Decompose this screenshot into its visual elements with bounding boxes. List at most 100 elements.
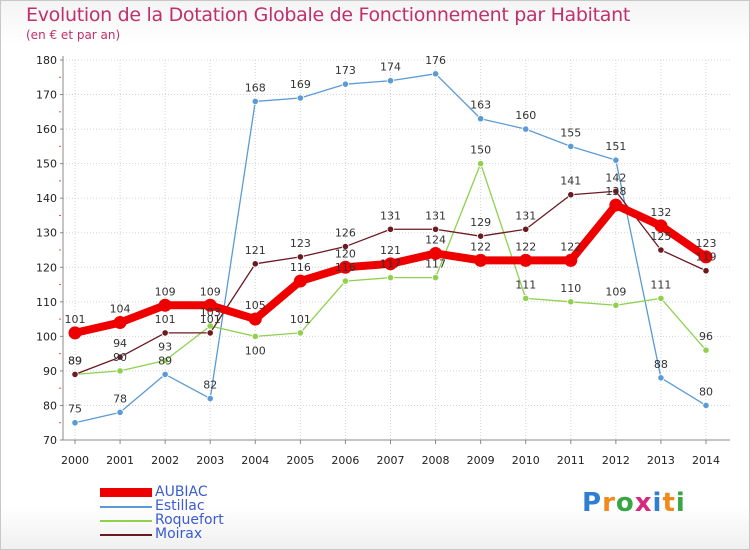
x-tick-label-2014: 2014 <box>692 454 720 467</box>
y-tick-label-180: 180 <box>36 54 57 67</box>
series-layer <box>68 70 713 427</box>
point-roquefort-2011 <box>567 298 575 306</box>
point-moirax-2002 <box>161 329 169 337</box>
y-tick-label-160: 160 <box>36 123 57 136</box>
data-label-moirax-2008: 131 <box>425 209 446 222</box>
x-tick-label-2008: 2008 <box>422 454 450 467</box>
data-label-moirax-2005: 123 <box>290 237 311 250</box>
data-label-moirax-2013: 125 <box>650 230 671 243</box>
x-tick-label-2000: 2000 <box>61 454 89 467</box>
y-tick-label-110: 110 <box>36 296 57 309</box>
data-label-estillac-2009: 163 <box>470 99 491 112</box>
point-estillac-2002 <box>161 370 169 378</box>
data-label-aubiac-2003: 109 <box>200 285 221 298</box>
point-roquefort-2003 <box>206 322 214 330</box>
data-label-moirax-2004: 121 <box>245 244 266 257</box>
x-tick-label-2009: 2009 <box>467 454 495 467</box>
data-label-moirax-2000: 89 <box>68 354 82 367</box>
x-tick-label-2004: 2004 <box>241 454 269 467</box>
data-labels-layer: 75 78 89 82 168 169 173 174 176 163 160 155 151 88 80 8… <box>65 54 717 416</box>
chart-title: Evolution de la Dotation Globale de Fonc… <box>26 4 631 26</box>
y-tick-label-170: 170 <box>36 89 57 102</box>
point-aubiac-2010 <box>519 253 533 267</box>
point-roquefort-2005 <box>296 329 304 337</box>
data-label-estillac-2008: 176 <box>425 54 446 67</box>
x-tick-label-2002: 2002 <box>151 454 179 467</box>
point-estillac-2008 <box>431 70 440 78</box>
point-roquefort-2013 <box>657 294 665 302</box>
point-aubiac-2009 <box>474 253 488 267</box>
data-label-estillac-2004: 168 <box>245 81 266 94</box>
point-estillac-2014 <box>702 401 710 410</box>
data-label-roquefort-2008: 117 <box>425 258 446 271</box>
data-label-roquefort-2013: 111 <box>650 278 671 291</box>
data-label-roquefort-2006: 116 <box>335 261 356 274</box>
data-label-roquefort-2002: 93 <box>158 341 172 354</box>
legend-label-moirax: Moirax <box>155 526 203 542</box>
data-label-estillac-2000: 75 <box>68 403 82 416</box>
data-label-estillac-2011: 155 <box>560 126 581 139</box>
legend-label-roquefort: Roquefort <box>155 512 224 528</box>
point-moirax-2003 <box>206 329 214 337</box>
data-label-estillac-2003: 82 <box>203 379 217 392</box>
point-moirax-2010 <box>522 225 530 233</box>
point-estillac-2009 <box>477 115 485 123</box>
point-roquefort-2012 <box>612 301 620 309</box>
proxiti-logo: Proxiti <box>582 488 686 518</box>
legend-swatch-moirax <box>100 534 152 536</box>
x-tick-label-2010: 2010 <box>512 454 540 467</box>
data-label-aubiac-2008: 124 <box>425 233 446 246</box>
data-label-estillac-2005: 169 <box>290 78 311 91</box>
y-tick-label-70: 70 <box>43 434 57 447</box>
point-aubiac-2012 <box>609 198 623 212</box>
data-label-estillac-2001: 78 <box>113 392 127 405</box>
point-estillac-2004 <box>251 97 259 106</box>
point-aubiac-2001 <box>113 316 127 330</box>
data-label-aubiac-2004: 105 <box>245 299 266 312</box>
data-label-moirax-2012: 142 <box>605 171 626 184</box>
legend-label-aubiac: AUBIAC <box>155 484 208 500</box>
point-moirax-2009 <box>477 232 485 240</box>
x-tick-label-2005: 2005 <box>286 454 314 467</box>
point-moirax-2004 <box>251 260 259 268</box>
point-estillac-2011 <box>567 142 575 150</box>
point-aubiac-2011 <box>564 253 578 267</box>
data-label-aubiac-2011: 122 <box>560 240 581 253</box>
data-label-roquefort-2012: 109 <box>605 285 626 298</box>
point-moirax-2001 <box>116 353 124 361</box>
y-tick-label-150: 150 <box>36 158 57 171</box>
x-tick-label-2012: 2012 <box>602 454 630 467</box>
point-aubiac-2006 <box>338 260 352 274</box>
data-label-aubiac-2001: 104 <box>110 303 131 316</box>
point-aubiac-2014 <box>699 250 713 264</box>
data-label-roquefort-2009: 150 <box>470 144 491 157</box>
legend-swatch-estillac <box>100 506 152 508</box>
point-aubiac-2004 <box>248 312 262 326</box>
point-aubiac-2002 <box>158 298 172 312</box>
point-estillac-2010 <box>522 125 530 133</box>
point-moirax-2005 <box>296 253 304 261</box>
point-roquefort-2008 <box>431 274 440 282</box>
data-label-roquefort-2000: 89 <box>68 354 82 367</box>
data-label-estillac-2013: 88 <box>654 358 668 371</box>
data-label-roquefort-2003: 103 <box>200 306 221 319</box>
legend-swatch-roquefort <box>100 520 152 522</box>
data-label-aubiac-2009: 122 <box>470 240 491 253</box>
point-estillac-2003 <box>206 394 214 403</box>
data-label-estillac-2002: 89 <box>158 354 172 367</box>
point-aubiac-2007 <box>384 257 397 271</box>
data-label-roquefort-2005: 101 <box>290 313 311 326</box>
point-roquefort-2007 <box>386 274 395 282</box>
point-moirax-2011 <box>567 191 575 199</box>
data-label-estillac-2007: 174 <box>380 61 401 74</box>
data-label-roquefort-2011: 110 <box>560 282 581 295</box>
legend-label-estillac: Estillac <box>155 498 205 514</box>
y-tick-label-90: 90 <box>43 365 57 378</box>
data-label-aubiac-2010: 122 <box>515 240 536 253</box>
x-tick-label-2013: 2013 <box>647 454 675 467</box>
data-label-moirax-2014: 119 <box>696 251 717 264</box>
point-moirax-2000 <box>71 370 79 378</box>
x-tick-label-2003: 2003 <box>196 454 224 467</box>
